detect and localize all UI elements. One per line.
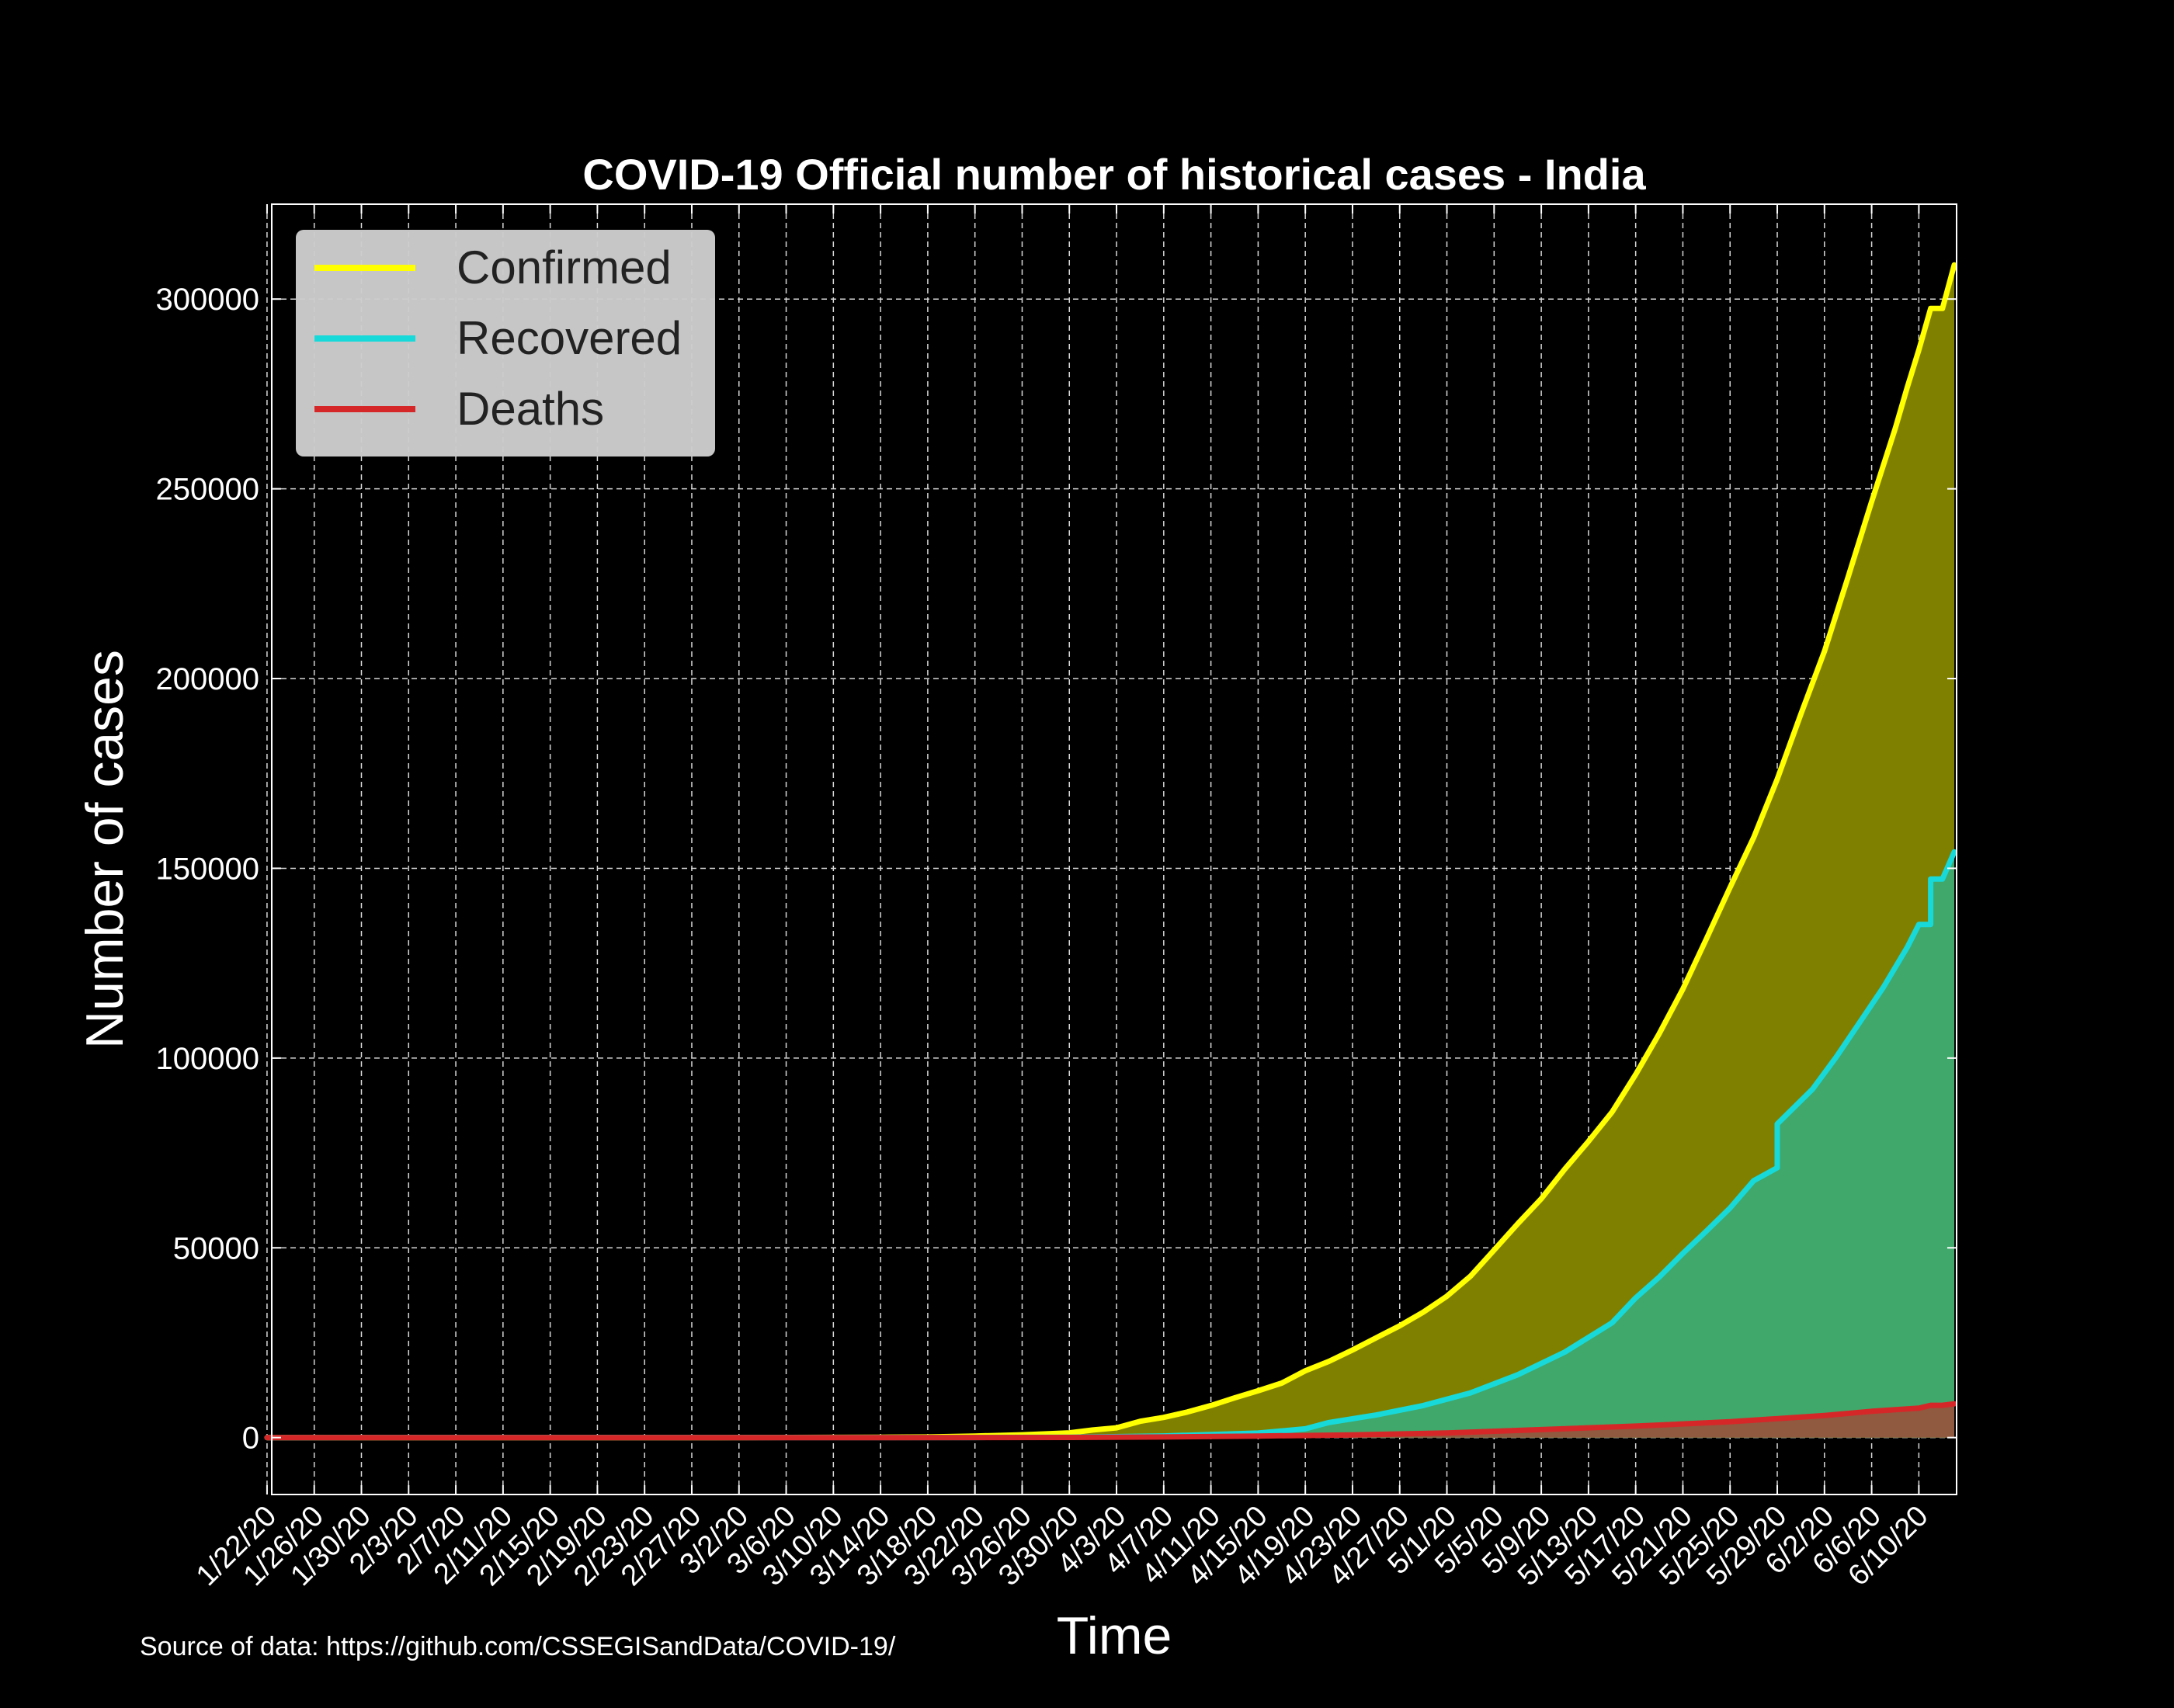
chart-title: COVID-19 Official number of historical c… (582, 150, 1646, 199)
y-tick-label: 200000 (156, 662, 259, 696)
x-axis-label: Time (1057, 1606, 1172, 1665)
line-recovered (264, 849, 1957, 1441)
y-tick-label: 50000 (173, 1231, 259, 1265)
legend-label-recovered: Recovered (457, 312, 682, 364)
legend-box (296, 230, 715, 457)
legend: Confirmed Recovered Deaths (296, 230, 715, 457)
y-axis: 0 50000 100000 150000 200000 250000 300000 (156, 283, 1957, 1456)
source-note: Source of data: https://github.com/CSSEG… (140, 1632, 896, 1661)
y-tick-label: 0 (242, 1422, 259, 1456)
legend-label-confirmed: Confirmed (457, 241, 672, 293)
legend-label-deaths: Deaths (457, 383, 604, 435)
y-tick-label: 150000 (156, 852, 259, 886)
y-tick-label: 300000 (156, 283, 259, 317)
series-areas (266, 265, 1955, 1438)
series-lines (264, 262, 1957, 1441)
plot-frame (271, 203, 1957, 1495)
area-deaths (266, 1404, 1955, 1438)
area-recovered (266, 852, 1955, 1438)
y-tick-label: 100000 (156, 1042, 259, 1076)
line-deaths (264, 1401, 1957, 1441)
y-axis-label: Number of cases (75, 650, 134, 1049)
y-tick-label: 250000 (156, 473, 259, 507)
line-confirmed (264, 262, 1957, 1441)
